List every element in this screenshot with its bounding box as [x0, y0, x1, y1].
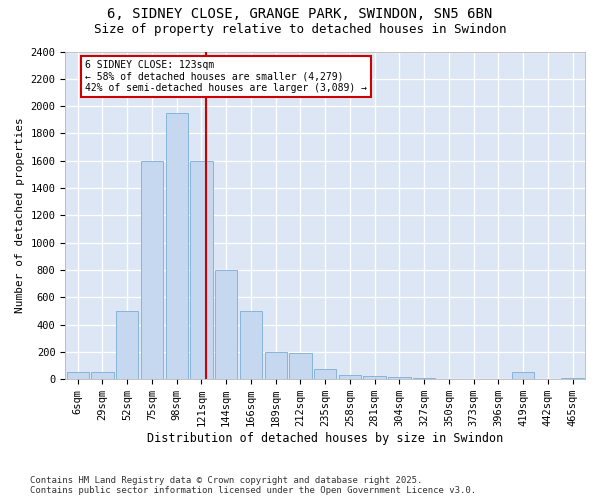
Bar — [141, 160, 163, 379]
Bar — [215, 270, 237, 379]
Text: 6, SIDNEY CLOSE, GRANGE PARK, SWINDON, SN5 6BN: 6, SIDNEY CLOSE, GRANGE PARK, SWINDON, S… — [107, 8, 493, 22]
Bar — [314, 369, 336, 379]
Y-axis label: Number of detached properties: Number of detached properties — [15, 118, 25, 313]
Bar — [413, 378, 435, 379]
Bar — [512, 372, 534, 379]
Text: 6 SIDNEY CLOSE: 123sqm
← 58% of detached houses are smaller (4,279)
42% of semi-: 6 SIDNEY CLOSE: 123sqm ← 58% of detached… — [85, 60, 367, 93]
Bar — [364, 376, 386, 379]
Bar — [438, 378, 460, 379]
Bar — [388, 377, 410, 379]
Bar — [190, 160, 212, 379]
Text: Contains HM Land Registry data © Crown copyright and database right 2025.
Contai: Contains HM Land Registry data © Crown c… — [30, 476, 476, 495]
Bar — [67, 372, 89, 379]
Bar — [166, 113, 188, 379]
Bar — [240, 311, 262, 379]
Bar — [339, 375, 361, 379]
Bar — [562, 378, 584, 379]
Bar — [289, 354, 311, 379]
Bar — [265, 352, 287, 379]
X-axis label: Distribution of detached houses by size in Swindon: Distribution of detached houses by size … — [147, 432, 503, 445]
Text: Size of property relative to detached houses in Swindon: Size of property relative to detached ho… — [94, 22, 506, 36]
Bar — [116, 311, 138, 379]
Bar — [91, 372, 113, 379]
